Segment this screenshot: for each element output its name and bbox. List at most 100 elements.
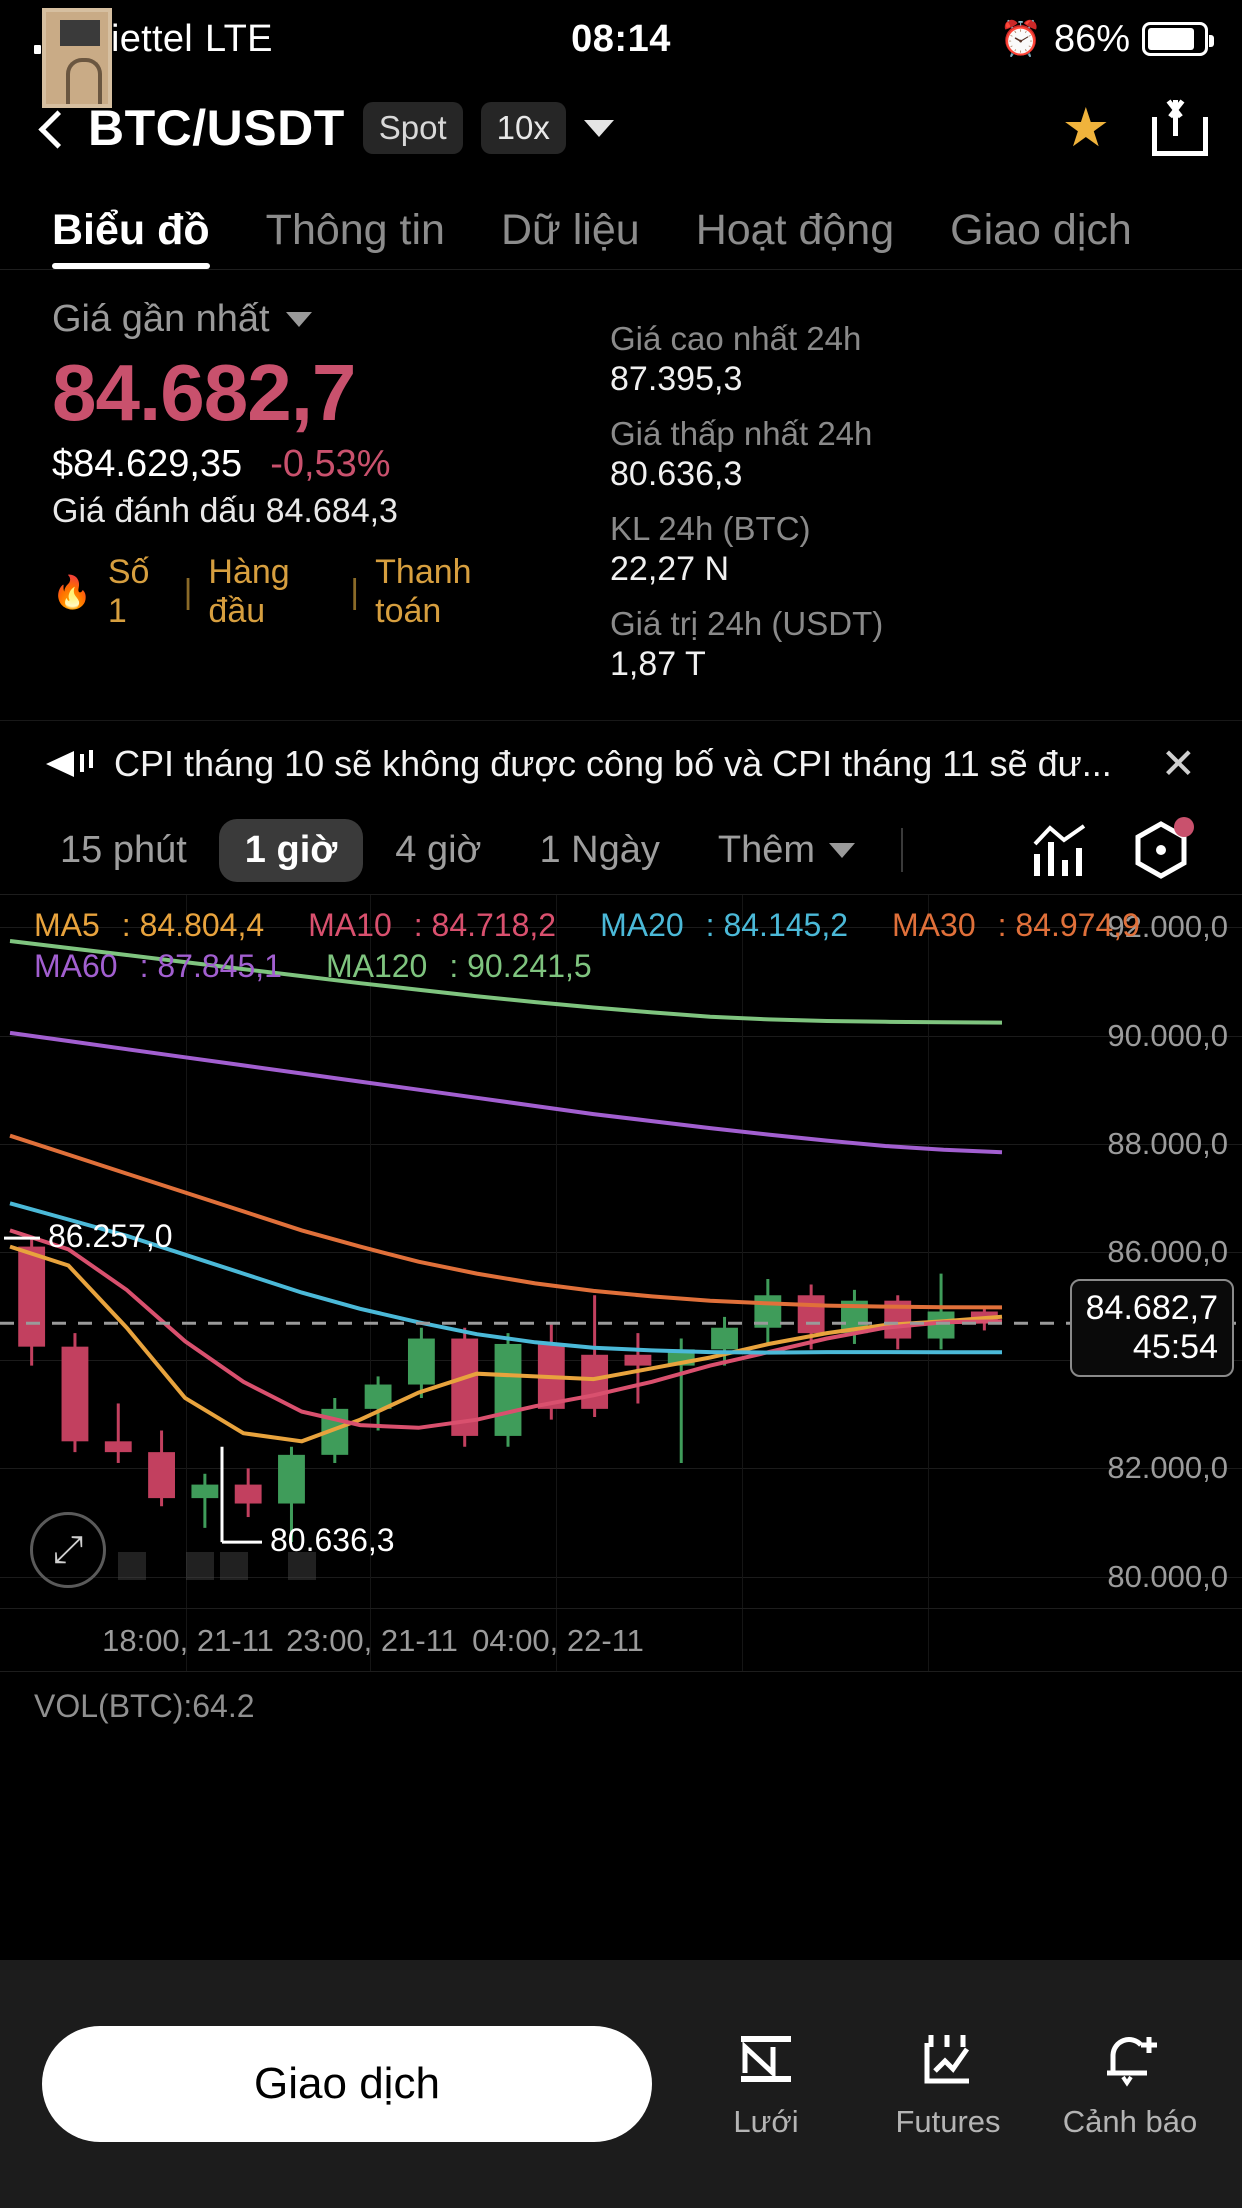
candle-body [61, 1346, 89, 1442]
back-chevron-icon[interactable] [30, 108, 70, 148]
timeframe-1d[interactable]: 1 Ngày [539, 828, 660, 871]
ma-legend-ma5: MA5: 84.804,4 [34, 907, 265, 943]
tab-giao-dich[interactable]: Giao dịch [950, 206, 1132, 254]
high-price-annotation: 86.257,0 [48, 1218, 173, 1255]
vertical-gridline [928, 895, 929, 1672]
vertical-gridline [742, 895, 743, 1672]
bottom-item-futures[interactable]: Futures [878, 2028, 1018, 2140]
current-price-marker: 84.682,7 45:54 [1069, 1279, 1234, 1378]
gridline [0, 1143, 1242, 1145]
megaphone-icon [46, 744, 92, 784]
share-icon[interactable] [1152, 100, 1208, 156]
candle-body [494, 1343, 522, 1436]
tag-row: 🔥 Số 1 | Hàng đầu | Thanh toán [52, 553, 522, 631]
ma-legend-ma10: MA10: 84.718,2 [308, 907, 557, 943]
divider [901, 828, 904, 872]
trade-button[interactable]: Giao dịch [42, 2026, 652, 2142]
vertical-gridline [370, 895, 371, 1672]
tab-thong-tin[interactable]: Thông tin [265, 206, 445, 254]
timeframe-more[interactable]: Thêm [692, 819, 881, 882]
announcement-text[interactable]: CPI tháng 10 sẽ không được công bố và CP… [114, 742, 1112, 784]
close-icon[interactable]: ✕ [1160, 740, 1196, 787]
expand-icon[interactable]: ⤢ [30, 1512, 106, 1588]
chart-x-axis: 18:00, 21-11 23:00, 21-11 04:00, 22-11 [0, 1608, 1242, 1672]
ma-line-ma20 [9, 1201, 1003, 1355]
ma-legend-ma60: MA60: 87.845,1 [34, 947, 282, 984]
candle-body [797, 1295, 825, 1334]
last-price-selector[interactable]: Giá gần nhất [52, 298, 522, 341]
caret-down-icon[interactable] [285, 312, 312, 327]
gridline [0, 1468, 1242, 1470]
volume-label: VOL(BTC):64.2 [34, 1688, 255, 1724]
leverage-chip[interactable]: 10x [480, 102, 566, 154]
tab-bieu-do[interactable]: Biểu đồ [52, 206, 238, 269]
caret-down-icon [829, 842, 856, 858]
timeframe-more-label: Thêm [717, 828, 816, 871]
ma-line-ma5 [9, 1244, 1003, 1444]
timeframe-15m[interactable]: 15 phút [60, 828, 187, 871]
app-header: BTC/USDT Spot 10x ★ [0, 78, 1242, 178]
x-tick-1: 18:00, 21-11 [102, 1623, 274, 1658]
low-price-annotation: 80.636,3 [270, 1522, 395, 1559]
status-right: ⏰ 86% [999, 18, 1214, 61]
chart-settings-icon[interactable] [1132, 817, 1194, 879]
candle-body [234, 1484, 262, 1504]
tag-payment[interactable]: Thanh toán [375, 553, 472, 630]
tab-hoat-dong[interactable]: Hoạt động [695, 206, 895, 254]
flame-icon: 🔥 [52, 574, 92, 610]
y-tick-0: 92.000,0 [1107, 909, 1228, 945]
last-price-label: Giá gần nhất [52, 298, 270, 340]
market-type-chip[interactable]: Spot [362, 102, 463, 154]
candle-body [364, 1384, 392, 1409]
star-icon[interactable]: ★ [1061, 98, 1110, 158]
candle-body [18, 1246, 46, 1347]
price-summary: Giá gần nhất 84.682,7 $84.629,35 -0,53% … [0, 270, 1242, 684]
stat-label-high24h: Giá cao nhất 24h [610, 320, 862, 357]
stat-value-volume24h: 22,27 N [610, 550, 730, 588]
x-tick-3: 04:00, 22-11 [472, 1623, 644, 1658]
timeframe-4h[interactable]: 4 giờ [395, 828, 482, 871]
alert-bell-icon [1099, 2028, 1161, 2090]
ma-line-ma120 [9, 939, 1003, 1025]
price-chart[interactable]: MA5: 84.804,4 MA10: 84.718,2 MA20: 84.145,… [0, 894, 1242, 1672]
y-tick-5: 82.000,0 [1107, 1450, 1228, 1486]
candle-countdown: 45:54 [1132, 1328, 1218, 1367]
tag-rank[interactable]: Số 1 [107, 553, 150, 630]
bottom-action-bar: Giao dịch Lưới [0, 1960, 1242, 2208]
last-price-value: 84.682,7 [52, 348, 356, 437]
current-price-value: 84.682,7 [1085, 1289, 1218, 1328]
header-actions: ★ [1062, 100, 1212, 156]
stat-value-low24h: 80.636,3 [610, 455, 743, 493]
status-bar: Viettel LTE 08:14 ⏰ 86% [0, 0, 1242, 78]
status-clock: 08:14 [571, 17, 671, 60]
y-tick-2: 88.000,0 [1107, 1125, 1228, 1161]
tab-du-lieu[interactable]: Dữ liệu [500, 206, 640, 254]
volume-pane: VOL(BTC):64.2 [0, 1672, 1242, 1768]
bottom-item-grid[interactable]: Lưới [696, 2028, 836, 2140]
chart-tool-icons [1032, 817, 1208, 879]
stat-value-turnover24h: 1,87 T [610, 645, 706, 683]
stat-label-low24h: Giá thấp nhất 24h [610, 415, 873, 452]
tag-top[interactable]: Hàng đầu [208, 553, 290, 630]
bottom-actions: Lưới Futures [696, 2028, 1200, 2140]
chart-plot-area [0, 939, 1242, 1544]
alarm-clock-icon: ⏰ [999, 20, 1042, 58]
candle-body [104, 1441, 132, 1453]
candle-body [711, 1327, 738, 1350]
bottom-item-alert[interactable]: Cảnh báo [1060, 2028, 1200, 2140]
indicators-chart-icon[interactable] [1032, 824, 1088, 876]
chevron-down-icon[interactable] [583, 119, 614, 137]
y-tick-3: 86.000,0 [1107, 1234, 1228, 1269]
bottom-label-grid: Lưới [733, 2104, 799, 2139]
stat-label-turnover24h: Giá trị 24h (USDT) [610, 605, 884, 642]
y-tick-1: 90.000,0 [1107, 1017, 1228, 1053]
usd-price: $84.629,35 [52, 443, 243, 485]
price-left-column: Giá gần nhất 84.682,7 $84.629,35 -0,53% … [52, 298, 522, 684]
timeframe-1h[interactable]: 1 giờ [218, 818, 364, 882]
x-tick-2: 23:00, 21-11 [286, 1623, 458, 1658]
announcement-banner[interactable]: CPI tháng 10 sẽ không được công bố và CP… [0, 720, 1242, 806]
ma-line-ma10 [9, 1228, 1003, 1430]
notification-dot [1174, 817, 1194, 837]
screen-recorder-watermark-icon [42, 8, 112, 108]
candle-body [581, 1354, 609, 1409]
